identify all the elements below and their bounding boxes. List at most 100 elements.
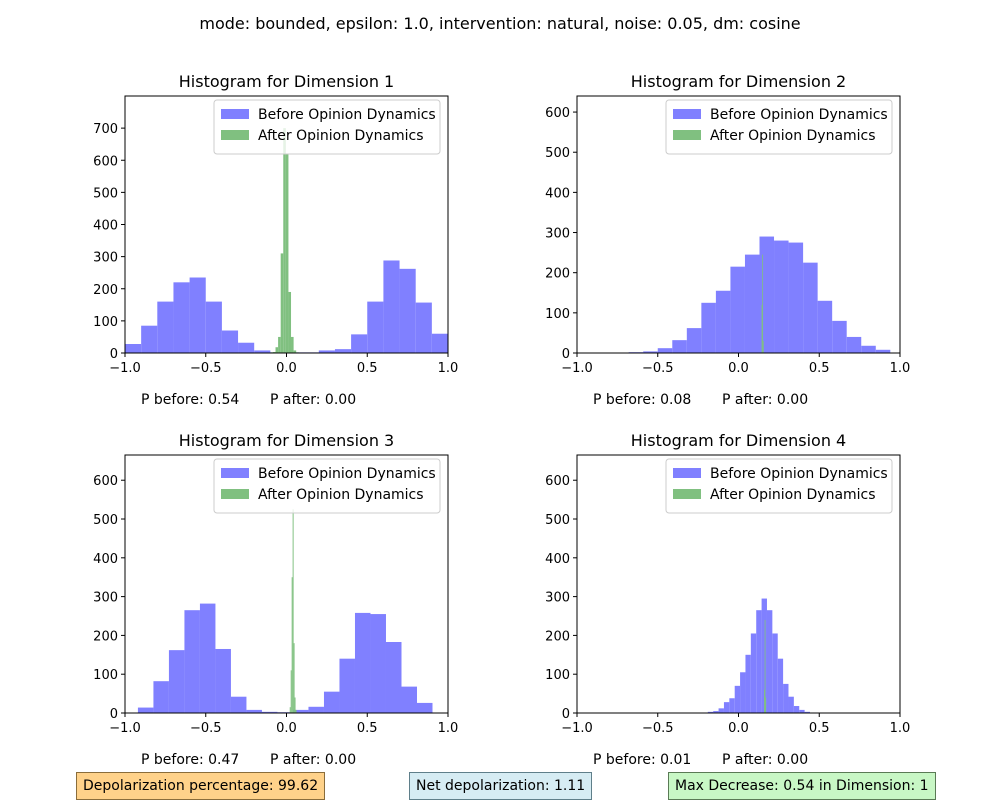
before-bar bbox=[861, 345, 876, 353]
legend-swatch-before bbox=[221, 468, 249, 478]
x-tick-label: 0.0 bbox=[728, 721, 749, 736]
after-bar bbox=[289, 707, 291, 713]
before-bar bbox=[832, 320, 847, 353]
x-tick-label: 0.5 bbox=[809, 721, 830, 736]
before-bar bbox=[308, 706, 324, 713]
legend-label-after: After Opinion Dynamics bbox=[258, 128, 424, 144]
y-tick-label: 300 bbox=[545, 591, 570, 606]
p-before-label: P before: 0.54 bbox=[141, 392, 239, 408]
y-tick-label: 100 bbox=[545, 668, 570, 683]
legend-swatch-after bbox=[221, 130, 249, 140]
legend-swatch-before bbox=[673, 109, 701, 119]
y-tick-label: 300 bbox=[93, 251, 118, 266]
subplot-dimension-2: −1.0 −0.5 0.0 0.5 1.0 0 100 200 300 400 500 600 Hist… bbox=[545, 72, 910, 408]
legend-swatch-after bbox=[673, 489, 701, 499]
before-bar bbox=[370, 614, 386, 713]
y-tick-label: 600 bbox=[93, 154, 118, 169]
legend-label-before: Before Opinion Dynamics bbox=[258, 466, 436, 482]
y-tick-label: 200 bbox=[545, 629, 570, 644]
after-bar bbox=[762, 254, 764, 353]
x-tick-label: −0.5 bbox=[190, 361, 222, 376]
y-tick-label: 700 bbox=[93, 122, 118, 137]
bars bbox=[599, 236, 891, 353]
legend-label-after: After Opinion Dynamics bbox=[710, 487, 876, 503]
before-bar bbox=[766, 610, 773, 713]
y-tick-label: 600 bbox=[545, 106, 570, 121]
legend-frame bbox=[213, 458, 441, 514]
subplot-title: Histogram for Dimension 2 bbox=[631, 72, 846, 91]
legend-label-after: After Opinion Dynamics bbox=[258, 487, 424, 503]
y-tick-label: 600 bbox=[93, 474, 118, 489]
before-bar bbox=[744, 254, 760, 353]
y-tick-label: 400 bbox=[545, 552, 570, 567]
before-bar bbox=[318, 350, 335, 353]
before-bar bbox=[846, 336, 862, 353]
before-bar bbox=[772, 633, 778, 713]
legend-frame bbox=[665, 99, 893, 155]
after-bar bbox=[293, 350, 297, 353]
x-tick-label: 0.5 bbox=[357, 721, 378, 736]
y-tick-label: 500 bbox=[545, 513, 570, 528]
before-bar bbox=[168, 650, 185, 713]
net-depolarization-box: Net depolarization: 1.11 bbox=[409, 772, 593, 800]
y-tick-label: 100 bbox=[545, 307, 570, 322]
depolarization-percentage-box: Depolarization percentage: 99.62 bbox=[76, 772, 326, 800]
y-tick-label: 0 bbox=[110, 347, 118, 362]
before-bar bbox=[431, 333, 448, 353]
p-after-label: P after: 0.00 bbox=[722, 752, 808, 768]
before-bar bbox=[401, 686, 417, 713]
before-bar bbox=[793, 706, 800, 713]
y-tick-label: 500 bbox=[93, 513, 118, 528]
before-bar bbox=[334, 349, 352, 353]
legend-label-before: Before Opinion Dynamics bbox=[258, 107, 436, 123]
x-tick-label: −0.5 bbox=[190, 721, 222, 736]
after-bar bbox=[292, 509, 294, 713]
before-bar bbox=[777, 658, 784, 713]
before-bar bbox=[415, 302, 432, 353]
legend: Before Opinion Dynamics After Opinion Dyn… bbox=[213, 458, 441, 514]
before-bar bbox=[750, 633, 757, 713]
y-tick-label: 500 bbox=[545, 146, 570, 161]
before-bar bbox=[354, 612, 371, 713]
before-bar bbox=[686, 328, 702, 353]
x-tick-label: 1.0 bbox=[438, 361, 459, 376]
x-tick-label: 1.0 bbox=[890, 361, 911, 376]
before-bar bbox=[715, 290, 731, 353]
y-tick-label: 0 bbox=[110, 707, 118, 722]
after-bar bbox=[761, 304, 763, 353]
before-bar bbox=[707, 711, 714, 713]
p-after-label: P after: 0.00 bbox=[722, 392, 808, 408]
before-bar bbox=[803, 262, 818, 353]
before-bar bbox=[761, 598, 767, 713]
subplot-dimension-3: −1.0 −0.5 0.0 0.5 1.0 0 100 200 300 400 500 600 Hist… bbox=[93, 431, 458, 768]
p-before-label: P before: 0.01 bbox=[593, 752, 691, 768]
before-bar bbox=[367, 301, 384, 353]
before-bar bbox=[238, 342, 255, 353]
y-tick-label: 200 bbox=[93, 629, 118, 644]
after-bar bbox=[290, 670, 292, 713]
x-tick-label: −1.0 bbox=[109, 721, 141, 736]
after-bar bbox=[288, 291, 292, 353]
after-bar bbox=[762, 340, 764, 353]
before-bar bbox=[718, 708, 724, 713]
before-bar bbox=[788, 696, 794, 713]
before-bar bbox=[230, 696, 247, 713]
legend-label-before: Before Opinion Dynamics bbox=[710, 107, 888, 123]
before-bar bbox=[153, 681, 169, 713]
before-bar bbox=[137, 707, 154, 713]
x-tick-label: −1.0 bbox=[561, 361, 593, 376]
y-tick-label: 400 bbox=[93, 552, 118, 567]
x-tick-label: 0.0 bbox=[276, 721, 297, 736]
y-tick-label: 400 bbox=[93, 219, 118, 234]
before-bar bbox=[141, 325, 158, 353]
after-bar bbox=[765, 697, 767, 713]
after-bar bbox=[285, 153, 289, 353]
before-bar bbox=[643, 351, 658, 353]
figure-suptitle: mode: bounded, epsilon: 1.0, interventio… bbox=[199, 14, 800, 33]
x-tick-label: 0.0 bbox=[728, 361, 749, 376]
after-bar bbox=[294, 697, 296, 713]
legend-label-before: Before Opinion Dynamics bbox=[710, 466, 888, 482]
legend: Before Opinion Dynamics After Opinion Dyn… bbox=[665, 458, 893, 514]
before-bar bbox=[788, 242, 804, 353]
before-bar bbox=[804, 711, 810, 713]
